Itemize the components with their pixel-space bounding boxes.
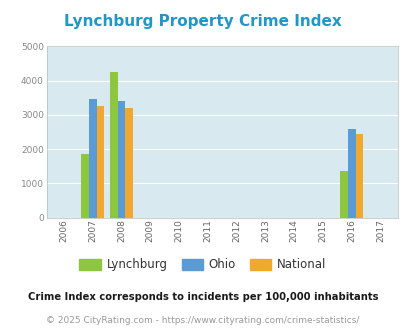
Text: Lynchburg Property Crime Index: Lynchburg Property Crime Index [64, 14, 341, 29]
Bar [89, 99, 96, 218]
Bar [355, 134, 362, 218]
Bar [117, 101, 125, 218]
Text: Crime Index corresponds to incidents per 100,000 inhabitants: Crime Index corresponds to incidents per… [28, 292, 377, 302]
Bar [81, 154, 89, 218]
Bar [339, 171, 347, 218]
Text: © 2025 CityRating.com - https://www.cityrating.com/crime-statistics/: © 2025 CityRating.com - https://www.city… [46, 316, 359, 325]
Bar [96, 106, 104, 218]
Bar [347, 129, 355, 218]
Legend: Lynchburg, Ohio, National: Lynchburg, Ohio, National [75, 253, 330, 276]
Bar [110, 72, 117, 218]
Bar [125, 108, 133, 218]
